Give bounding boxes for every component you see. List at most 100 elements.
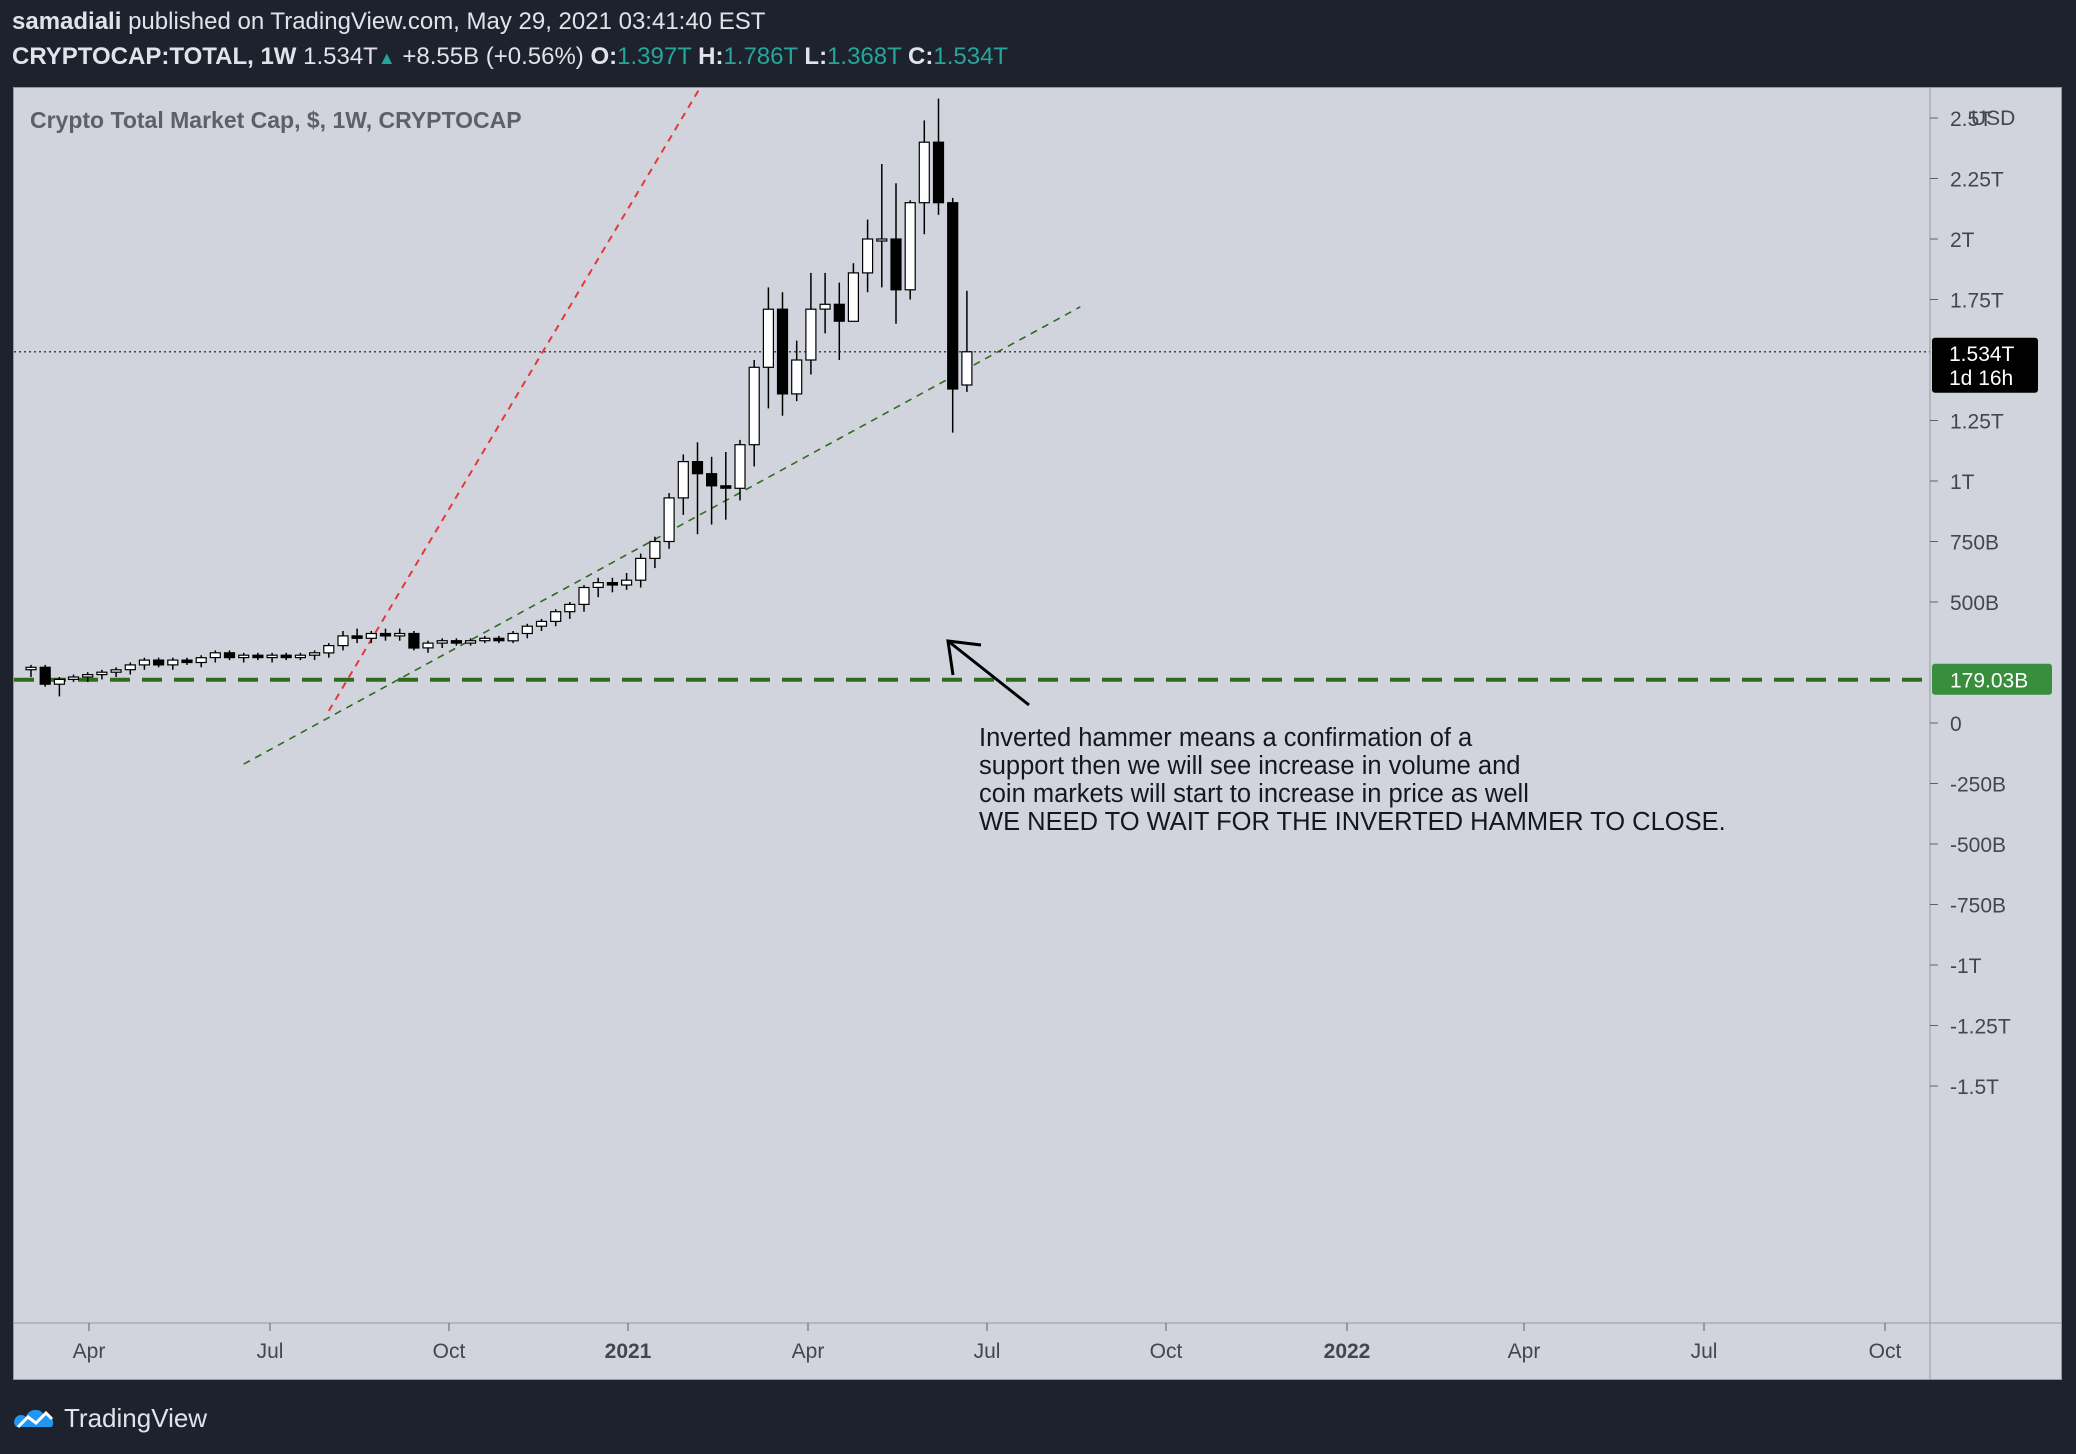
candle-body — [465, 640, 477, 644]
candle[interactable] — [904, 200, 916, 300]
candle[interactable] — [195, 655, 207, 668]
author-name[interactable]: samadiali — [12, 8, 122, 35]
candle[interactable] — [819, 272, 831, 334]
footer: TradingView — [12, 1396, 207, 1440]
candle[interactable] — [833, 282, 845, 360]
candle[interactable] — [705, 456, 718, 525]
candle[interactable] — [720, 452, 732, 520]
candle[interactable] — [323, 643, 335, 658]
candle[interactable] — [337, 631, 349, 651]
price-tag-box — [1932, 337, 2038, 393]
candle[interactable] — [252, 652, 264, 661]
candle-body — [691, 461, 704, 475]
candle[interactable] — [805, 272, 817, 375]
candle[interactable] — [493, 635, 505, 644]
candle[interactable] — [961, 290, 973, 392]
candle[interactable] — [138, 657, 151, 670]
candle[interactable] — [394, 628, 406, 641]
candle[interactable] — [606, 577, 619, 593]
candle[interactable] — [422, 640, 434, 653]
candle-body — [266, 654, 278, 659]
price-chart[interactable]: Crypto Total Market Cap, $, 1W, CRYPTOCA… — [14, 88, 2061, 1379]
y-tick-label: -500B — [1950, 834, 2006, 857]
candle[interactable] — [223, 650, 236, 661]
candle[interactable] — [776, 292, 789, 416]
candle[interactable] — [436, 638, 448, 648]
chart-title: Crypto Total Market Cap, $, 1W, CRYPTOCA… — [30, 107, 522, 133]
candle-body — [96, 671, 108, 676]
candle-body — [762, 308, 775, 368]
candle[interactable] — [847, 263, 860, 322]
candle[interactable] — [947, 197, 959, 433]
candle[interactable] — [521, 623, 533, 639]
x-tick-label: Jul — [1691, 1340, 1718, 1363]
candle-body — [663, 497, 675, 543]
candle[interactable] — [578, 585, 590, 612]
candle[interactable] — [294, 652, 306, 661]
last-price: 1.534T — [303, 43, 378, 70]
candle[interactable] — [53, 677, 66, 697]
candle-body — [677, 461, 689, 499]
tradingview-logo-icon[interactable] — [12, 1403, 56, 1433]
candle[interactable] — [209, 650, 221, 663]
candle[interactable] — [408, 631, 420, 651]
chart-container[interactable]: Crypto Total Market Cap, $, 1W, CRYPTOCA… — [13, 87, 2062, 1380]
candle-body — [394, 632, 406, 637]
candle[interactable] — [39, 664, 51, 687]
y-tick-label: 0 — [1950, 713, 1962, 736]
support-trendline[interactable] — [243, 306, 1081, 765]
candle[interactable] — [96, 669, 108, 680]
x-tick-label: Oct — [1869, 1340, 1902, 1363]
candle[interactable] — [890, 183, 902, 324]
candle[interactable] — [25, 664, 37, 677]
candle[interactable] — [649, 536, 661, 569]
support-price-tag[interactable]: 179.03B — [1932, 663, 2052, 695]
price-change: +8.55B (+0.56%) — [402, 43, 584, 70]
x-tick-label: Apr — [1508, 1340, 1541, 1363]
candle[interactable] — [67, 674, 80, 682]
candle[interactable] — [266, 652, 278, 663]
candle[interactable] — [507, 631, 519, 644]
candle[interactable] — [450, 638, 462, 646]
candle[interactable] — [309, 650, 321, 661]
candle[interactable] — [465, 638, 477, 646]
candle[interactable] — [691, 442, 704, 535]
candle[interactable] — [734, 439, 746, 501]
candle[interactable] — [918, 120, 930, 235]
candle[interactable] — [550, 609, 562, 627]
brand-name[interactable]: TradingView — [64, 1402, 208, 1433]
candle[interactable] — [748, 360, 760, 467]
candle[interactable] — [82, 672, 94, 682]
candle[interactable] — [564, 602, 576, 619]
candle[interactable] — [635, 553, 647, 588]
candle[interactable] — [365, 631, 377, 644]
candle-body — [932, 141, 945, 204]
candle[interactable] — [181, 657, 193, 665]
candle-body — [507, 632, 519, 642]
candle-body — [861, 238, 874, 274]
candle[interactable] — [762, 287, 775, 409]
candle[interactable] — [153, 657, 165, 668]
candle[interactable] — [592, 577, 604, 598]
candle[interactable] — [876, 164, 888, 288]
candle[interactable] — [238, 652, 250, 663]
candle[interactable] — [280, 652, 292, 661]
candle[interactable] — [663, 493, 675, 549]
candle[interactable] — [479, 635, 491, 644]
candle[interactable] — [620, 573, 633, 590]
y-tick-label: -1T — [1950, 955, 1982, 978]
candle-body — [379, 632, 392, 637]
candle[interactable] — [351, 628, 363, 644]
candle[interactable] — [124, 662, 136, 675]
resistance-trendline[interactable] — [327, 88, 754, 712]
candle[interactable] — [110, 667, 122, 677]
candle[interactable] — [167, 657, 179, 670]
candle[interactable] — [861, 219, 874, 293]
candle[interactable] — [379, 628, 392, 641]
candle[interactable] — [791, 340, 803, 402]
candle[interactable] — [535, 618, 548, 631]
candle[interactable] — [932, 98, 945, 215]
candle[interactable] — [677, 454, 689, 515]
candle-body — [847, 272, 860, 322]
